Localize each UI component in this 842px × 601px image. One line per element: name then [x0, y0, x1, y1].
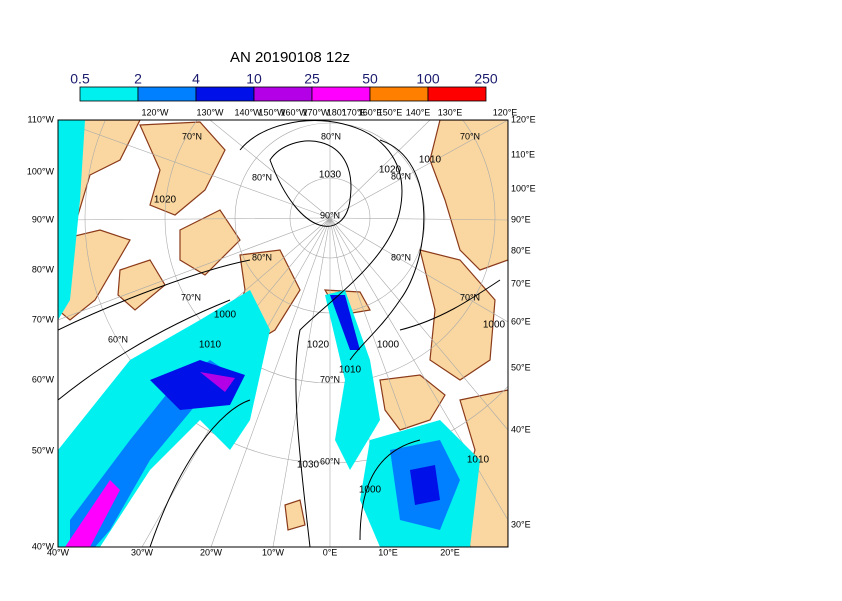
- bottom-label: 40°W: [47, 547, 70, 557]
- colorbar-label: 10: [246, 71, 262, 87]
- isobar-label: 1000: [483, 320, 506, 331]
- isobar-label: 1030: [319, 170, 342, 181]
- lat-label: 70°N: [181, 292, 201, 302]
- colorbar-label: 100: [416, 71, 440, 87]
- lat-label: 60°N: [320, 456, 340, 466]
- isobar-label: 1000: [359, 485, 382, 496]
- colorbar-segment: [253, 86, 313, 102]
- isobar-label: 1020: [307, 340, 330, 351]
- lat-label: 80°N: [252, 172, 272, 182]
- lat-label: 60°N: [108, 334, 128, 344]
- right-label: 110°E: [511, 149, 535, 159]
- isobar-label: 1030: [297, 460, 320, 471]
- isobars: [58, 120, 501, 547]
- right-label: 70°E: [511, 278, 531, 288]
- top-label: 130°W: [196, 107, 224, 117]
- lat-label: 70°N: [182, 131, 202, 141]
- isobar-label: 1010: [199, 340, 222, 351]
- isobar-label: 1000: [214, 310, 237, 321]
- left-label: 60°W: [32, 374, 55, 384]
- left-label: 80°W: [32, 264, 55, 274]
- isobar-label: 1020: [379, 165, 402, 176]
- isobar-label: 1010: [339, 365, 362, 376]
- colorbar-label: 2: [134, 71, 142, 87]
- colorbar-segment: [137, 86, 197, 102]
- bottom-label: 20°E: [440, 547, 460, 557]
- lat-label: 80°N: [252, 252, 272, 262]
- bottom-label: 10°W: [262, 547, 285, 557]
- map-labels: 110°W 100°W 90°W 80°W 70°W 60°W 50°W 40°W40°W 30…: [27, 107, 536, 557]
- colorbar-segment: [195, 86, 255, 102]
- top-label: 130°E: [438, 107, 463, 117]
- lat-label: 80°N: [321, 131, 341, 141]
- colorbar-label: 4: [192, 71, 200, 87]
- lat-label: 70°N: [460, 131, 480, 141]
- top-label: 140°W: [234, 107, 262, 117]
- top-label: 150°E: [378, 107, 403, 117]
- isobar-label: 1010: [419, 155, 442, 166]
- lat-label: 70°N: [320, 374, 340, 384]
- right-label: 60°E: [511, 316, 531, 326]
- isobar-label: 1010: [467, 455, 490, 466]
- lat-label: 90°N: [320, 210, 340, 220]
- colorbar-segment: [427, 86, 487, 102]
- top-label: 120°W: [141, 107, 169, 117]
- bottom-label: 20°W: [200, 547, 223, 557]
- left-label: 90°W: [32, 214, 55, 224]
- left-label: 40°W: [32, 541, 55, 551]
- lat-label: 80°N: [391, 252, 411, 262]
- right-label: 100°E: [511, 183, 536, 193]
- land: [58, 120, 508, 547]
- top-label: 140°E: [406, 107, 431, 117]
- left-label: 70°W: [32, 314, 55, 324]
- top-label: 120°E: [493, 107, 518, 117]
- top-label: 170°E: [342, 107, 367, 117]
- left-label: 110°W: [28, 114, 55, 124]
- top-label: 170°W: [302, 107, 330, 117]
- bottom-label: 10°E: [378, 547, 398, 557]
- colorbar: 0.5 2 4 10 25 50 100 250: [70, 71, 498, 102]
- right-label: 30°E: [511, 519, 531, 529]
- bottom-label: 30°W: [131, 547, 154, 557]
- bottom-label: 0°E: [323, 547, 338, 557]
- right-label: 40°E: [511, 424, 531, 434]
- right-label: 90°E: [511, 214, 531, 224]
- colorbar-segment: [79, 86, 139, 102]
- colorbar-label: 50: [362, 71, 378, 87]
- top-label: 160°W: [280, 107, 308, 117]
- top-label: 180°: [327, 107, 346, 117]
- isobar-label: 1020: [154, 195, 177, 206]
- right-label: 80°E: [511, 245, 531, 255]
- isobar-label: 1000: [377, 340, 400, 351]
- colorbar-label: 25: [304, 71, 320, 87]
- left-label: 100°W: [27, 166, 55, 176]
- map-layers: [58, 120, 508, 547]
- title: AN 20190108 12z: [230, 49, 350, 66]
- colorbar-label: 250: [474, 71, 498, 87]
- lat-label: 70°N: [460, 292, 480, 302]
- colorbar-label: 0.5: [70, 71, 90, 87]
- top-label: 160°E: [358, 107, 383, 117]
- map-frame: [57, 119, 509, 548]
- right-label: 120°E: [511, 114, 536, 124]
- top-label: 150°W: [258, 107, 286, 117]
- lat-label: 80°N: [391, 171, 411, 181]
- left-label: 50°W: [32, 445, 55, 455]
- precipitation: [58, 120, 480, 547]
- colorbar-segment: [369, 86, 429, 102]
- colorbar-segment: [311, 86, 371, 102]
- right-label: 50°E: [511, 362, 531, 372]
